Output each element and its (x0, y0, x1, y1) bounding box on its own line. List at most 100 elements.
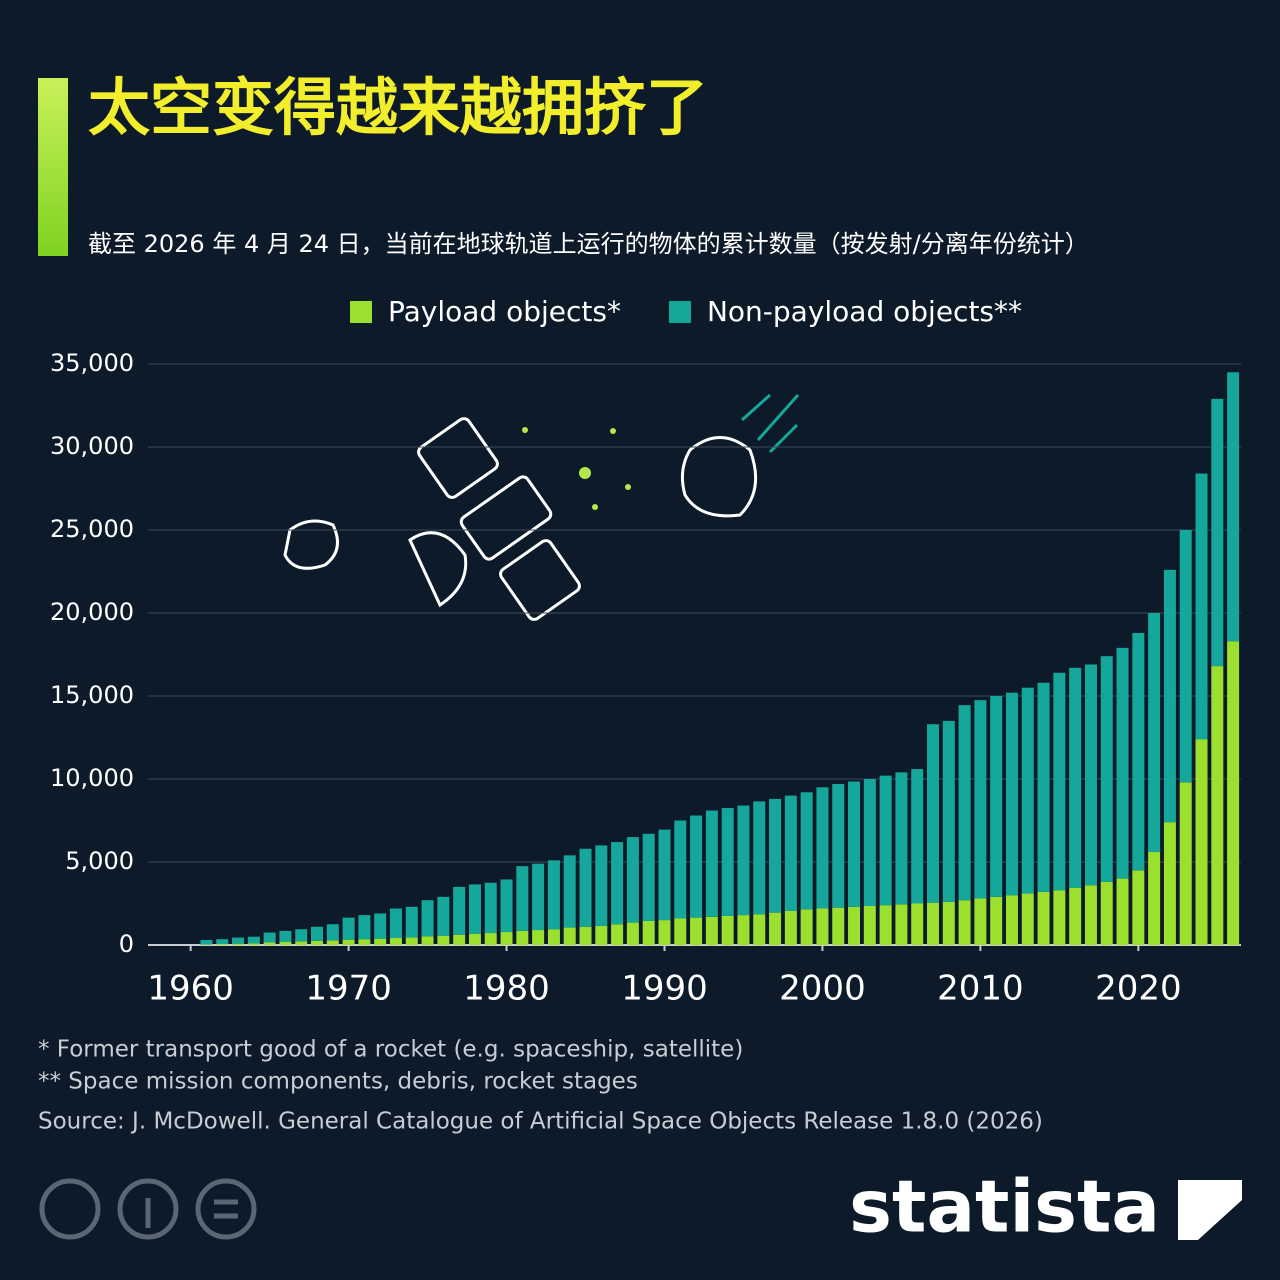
bar-segment (626, 922, 639, 945)
bar-segment (816, 908, 829, 945)
by-icon (117, 1178, 179, 1240)
bar-segment (1116, 878, 1129, 945)
bar-segment (1005, 895, 1018, 945)
bar-segment (848, 781, 861, 907)
legend-label: Non-payload objects** (707, 295, 1022, 328)
x-tick-label: 2020 (1095, 969, 1182, 1009)
bar-segment (674, 820, 687, 919)
legend: Payload objects* Non-payload objects** (350, 295, 1022, 328)
bar-segment (516, 866, 529, 931)
chart-title: 太空变得越来越拥挤了 (88, 71, 708, 144)
bar-segment (1053, 672, 1066, 891)
bar-segment (1116, 647, 1129, 879)
star (579, 467, 591, 479)
bar-segment (1069, 667, 1082, 888)
bar-segment (832, 907, 845, 945)
bar-segment (279, 942, 292, 945)
bar-segment (342, 939, 355, 945)
bar-segment (1132, 870, 1145, 945)
bar-segment (1211, 666, 1224, 945)
bar-segment (658, 920, 671, 945)
bar-segment (563, 855, 576, 928)
star (592, 504, 598, 510)
bar-segment (1179, 530, 1192, 783)
bar-segment (579, 848, 592, 927)
bar-segment (800, 909, 813, 945)
bar-segment (642, 920, 655, 945)
bar-segment (263, 942, 276, 945)
bar-segment (674, 918, 687, 945)
brand: statista (849, 1165, 1160, 1249)
bar-segment (1037, 891, 1050, 945)
bar-segment (547, 860, 560, 930)
bar-segment (389, 908, 402, 939)
bar-segment (232, 943, 245, 945)
bar-segment (879, 905, 892, 945)
star (522, 427, 528, 433)
bar-segment (642, 833, 655, 921)
bar-segment (753, 914, 766, 945)
bar-segment (1100, 656, 1113, 882)
bar-segment (263, 932, 276, 943)
bar-segment (942, 720, 955, 902)
bar-segment (1053, 890, 1066, 945)
bar-segment (279, 930, 292, 943)
bar-segment (295, 929, 308, 942)
bar-segment (911, 903, 924, 945)
bar-segment (358, 939, 371, 945)
bar-segment (895, 772, 908, 905)
bar-segment (311, 940, 324, 945)
bar-segment (200, 940, 213, 945)
bar-segment (832, 783, 845, 908)
bar-segment (421, 936, 434, 945)
bar-segment (1037, 682, 1050, 892)
bar-segment (1195, 473, 1208, 740)
bar-segment (595, 925, 608, 945)
bar-segment (816, 787, 829, 909)
star (610, 428, 616, 434)
x-tick-label: 1990 (621, 969, 708, 1009)
bar-segment (405, 937, 418, 945)
bar-segment (389, 938, 402, 945)
bar-segment (421, 900, 434, 937)
bar-segment (721, 808, 734, 916)
bar-segment (958, 900, 971, 945)
bar-segment (1084, 885, 1097, 945)
bar-segment (232, 937, 245, 944)
bar-segment (326, 940, 339, 945)
y-tick-label: 20,000 (50, 598, 134, 626)
bar-segment (247, 943, 260, 945)
bar-segment (374, 938, 387, 945)
bar-segment (1148, 613, 1161, 853)
asteroid (283, 519, 339, 570)
bar-segment (326, 924, 339, 941)
license-icons (39, 1178, 257, 1240)
x-tick-label: 1960 (147, 969, 234, 1009)
y-tick-label: 35,000 (50, 349, 134, 377)
bar-segment (1227, 372, 1240, 642)
y-tick-label: 30,000 (50, 432, 134, 460)
bar-segment (342, 917, 355, 940)
bar-segment (1021, 687, 1034, 894)
y-tick-label: 5,000 (65, 847, 134, 875)
y-tick-label: 10,000 (50, 764, 134, 792)
bar-segment (690, 917, 703, 945)
bar-segment (1163, 569, 1176, 823)
bar-segment (405, 906, 418, 938)
bar-segment (311, 926, 324, 941)
bar-segment (532, 930, 545, 945)
bar-segment (911, 769, 924, 904)
bar-segment (484, 933, 497, 945)
bar-segment (737, 915, 750, 945)
asteroid (680, 436, 758, 518)
legend-swatch (350, 301, 372, 323)
nd-symbol (214, 1199, 238, 1219)
bar-segment (705, 810, 718, 917)
bar-segment (879, 775, 892, 906)
bar-segment (974, 700, 987, 899)
bar-segment (579, 926, 592, 945)
bar-segment (1195, 739, 1208, 945)
bar-segment (1021, 893, 1034, 945)
bar-segment (374, 913, 387, 939)
